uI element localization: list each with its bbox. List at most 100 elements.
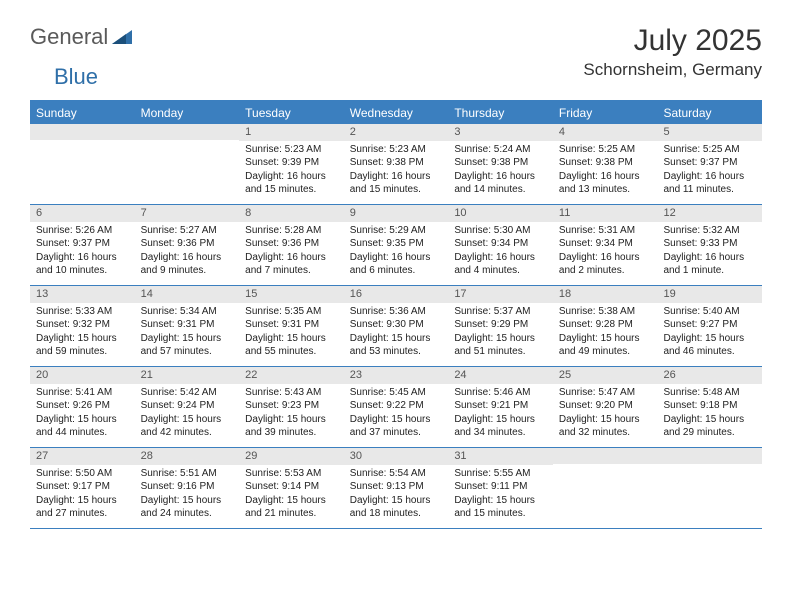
day-number: 30 <box>344 448 449 465</box>
day-number: 24 <box>448 367 553 384</box>
logo-text-blue: Blue <box>54 64 98 90</box>
day-cell: 31Sunrise: 5:55 AMSunset: 9:11 PMDayligh… <box>448 448 553 528</box>
week-row: 6Sunrise: 5:26 AMSunset: 9:37 PMDaylight… <box>30 205 762 286</box>
sunset-text: Sunset: 9:38 PM <box>350 156 443 170</box>
daylight-text: Daylight: 15 hours and 15 minutes. <box>454 494 547 521</box>
day-cell: 30Sunrise: 5:54 AMSunset: 9:13 PMDayligh… <box>344 448 449 528</box>
sunset-text: Sunset: 9:31 PM <box>245 318 338 332</box>
day-number: 2 <box>344 124 449 141</box>
day-number: 29 <box>239 448 344 465</box>
day-cell: 21Sunrise: 5:42 AMSunset: 9:24 PMDayligh… <box>135 367 240 447</box>
day-number: 20 <box>30 367 135 384</box>
day-cell: 29Sunrise: 5:53 AMSunset: 9:14 PMDayligh… <box>239 448 344 528</box>
week-row: 1Sunrise: 5:23 AMSunset: 9:39 PMDaylight… <box>30 124 762 205</box>
day-cell <box>135 124 240 204</box>
day-cell: 17Sunrise: 5:37 AMSunset: 9:29 PMDayligh… <box>448 286 553 366</box>
weekday-header: Friday <box>553 102 658 124</box>
sunrise-text: Sunrise: 5:27 AM <box>141 224 234 238</box>
day-body: Sunrise: 5:47 AMSunset: 9:20 PMDaylight:… <box>553 384 658 444</box>
sunset-text: Sunset: 9:28 PM <box>559 318 652 332</box>
daylight-text: Daylight: 15 hours and 21 minutes. <box>245 494 338 521</box>
day-body: Sunrise: 5:26 AMSunset: 9:37 PMDaylight:… <box>30 222 135 282</box>
daylight-text: Daylight: 16 hours and 6 minutes. <box>350 251 443 278</box>
calendar: SundayMondayTuesdayWednesdayThursdayFrid… <box>30 100 762 529</box>
daylight-text: Daylight: 15 hours and 51 minutes. <box>454 332 547 359</box>
daylight-text: Daylight: 15 hours and 59 minutes. <box>36 332 129 359</box>
daylight-text: Daylight: 16 hours and 4 minutes. <box>454 251 547 278</box>
day-cell: 20Sunrise: 5:41 AMSunset: 9:26 PMDayligh… <box>30 367 135 447</box>
sunset-text: Sunset: 9:18 PM <box>663 399 756 413</box>
sunset-text: Sunset: 9:21 PM <box>454 399 547 413</box>
sunrise-text: Sunrise: 5:32 AM <box>663 224 756 238</box>
day-cell: 25Sunrise: 5:47 AMSunset: 9:20 PMDayligh… <box>553 367 658 447</box>
week-row: 20Sunrise: 5:41 AMSunset: 9:26 PMDayligh… <box>30 367 762 448</box>
weekday-header: Wednesday <box>344 102 449 124</box>
day-number: 5 <box>657 124 762 141</box>
sunset-text: Sunset: 9:38 PM <box>454 156 547 170</box>
daylight-text: Daylight: 15 hours and 55 minutes. <box>245 332 338 359</box>
sunset-text: Sunset: 9:17 PM <box>36 480 129 494</box>
day-body: Sunrise: 5:41 AMSunset: 9:26 PMDaylight:… <box>30 384 135 444</box>
day-body: Sunrise: 5:25 AMSunset: 9:38 PMDaylight:… <box>553 141 658 201</box>
daylight-text: Daylight: 15 hours and 34 minutes. <box>454 413 547 440</box>
day-cell <box>553 448 658 528</box>
day-body: Sunrise: 5:51 AMSunset: 9:16 PMDaylight:… <box>135 465 240 525</box>
daylight-text: Daylight: 16 hours and 13 minutes. <box>559 170 652 197</box>
sunrise-text: Sunrise: 5:55 AM <box>454 467 547 481</box>
day-body: Sunrise: 5:36 AMSunset: 9:30 PMDaylight:… <box>344 303 449 363</box>
week-row: 13Sunrise: 5:33 AMSunset: 9:32 PMDayligh… <box>30 286 762 367</box>
daylight-text: Daylight: 15 hours and 44 minutes. <box>36 413 129 440</box>
daylight-text: Daylight: 16 hours and 15 minutes. <box>350 170 443 197</box>
sunset-text: Sunset: 9:36 PM <box>141 237 234 251</box>
sunrise-text: Sunrise: 5:23 AM <box>245 143 338 157</box>
day-cell: 10Sunrise: 5:30 AMSunset: 9:34 PMDayligh… <box>448 205 553 285</box>
day-number: 1 <box>239 124 344 141</box>
day-number: 3 <box>448 124 553 141</box>
sunrise-text: Sunrise: 5:28 AM <box>245 224 338 238</box>
day-body: Sunrise: 5:23 AMSunset: 9:39 PMDaylight:… <box>239 141 344 201</box>
logo-text-general: General <box>30 24 108 50</box>
sunset-text: Sunset: 9:37 PM <box>663 156 756 170</box>
sunrise-text: Sunrise: 5:25 AM <box>559 143 652 157</box>
day-body: Sunrise: 5:34 AMSunset: 9:31 PMDaylight:… <box>135 303 240 363</box>
location-text: Schornsheim, Germany <box>583 60 762 80</box>
week-row: 27Sunrise: 5:50 AMSunset: 9:17 PMDayligh… <box>30 448 762 529</box>
day-number: 31 <box>448 448 553 465</box>
sunset-text: Sunset: 9:34 PM <box>559 237 652 251</box>
day-body: Sunrise: 5:55 AMSunset: 9:11 PMDaylight:… <box>448 465 553 525</box>
day-number: 16 <box>344 286 449 303</box>
sunrise-text: Sunrise: 5:45 AM <box>350 386 443 400</box>
daylight-text: Daylight: 15 hours and 53 minutes. <box>350 332 443 359</box>
day-body: Sunrise: 5:28 AMSunset: 9:36 PMDaylight:… <box>239 222 344 282</box>
day-number: 8 <box>239 205 344 222</box>
day-body: Sunrise: 5:53 AMSunset: 9:14 PMDaylight:… <box>239 465 344 525</box>
sunrise-text: Sunrise: 5:40 AM <box>663 305 756 319</box>
sunset-text: Sunset: 9:16 PM <box>141 480 234 494</box>
day-body: Sunrise: 5:50 AMSunset: 9:17 PMDaylight:… <box>30 465 135 525</box>
sunrise-text: Sunrise: 5:31 AM <box>559 224 652 238</box>
day-cell: 15Sunrise: 5:35 AMSunset: 9:31 PMDayligh… <box>239 286 344 366</box>
day-body: Sunrise: 5:24 AMSunset: 9:38 PMDaylight:… <box>448 141 553 201</box>
sunrise-text: Sunrise: 5:30 AM <box>454 224 547 238</box>
sunrise-text: Sunrise: 5:47 AM <box>559 386 652 400</box>
sunrise-text: Sunrise: 5:38 AM <box>559 305 652 319</box>
sunset-text: Sunset: 9:11 PM <box>454 480 547 494</box>
day-cell: 5Sunrise: 5:25 AMSunset: 9:37 PMDaylight… <box>657 124 762 204</box>
day-cell: 28Sunrise: 5:51 AMSunset: 9:16 PMDayligh… <box>135 448 240 528</box>
day-cell: 16Sunrise: 5:36 AMSunset: 9:30 PMDayligh… <box>344 286 449 366</box>
day-body: Sunrise: 5:45 AMSunset: 9:22 PMDaylight:… <box>344 384 449 444</box>
weekday-header: Thursday <box>448 102 553 124</box>
daylight-text: Daylight: 16 hours and 14 minutes. <box>454 170 547 197</box>
sunset-text: Sunset: 9:14 PM <box>245 480 338 494</box>
day-cell <box>657 448 762 528</box>
daylight-text: Daylight: 15 hours and 42 minutes. <box>141 413 234 440</box>
sunset-text: Sunset: 9:13 PM <box>350 480 443 494</box>
day-number: 27 <box>30 448 135 465</box>
daylight-text: Daylight: 15 hours and 27 minutes. <box>36 494 129 521</box>
day-number: 7 <box>135 205 240 222</box>
day-cell: 12Sunrise: 5:32 AMSunset: 9:33 PMDayligh… <box>657 205 762 285</box>
sunset-text: Sunset: 9:20 PM <box>559 399 652 413</box>
day-number: 4 <box>553 124 658 141</box>
sunset-text: Sunset: 9:36 PM <box>245 237 338 251</box>
sunrise-text: Sunrise: 5:26 AM <box>36 224 129 238</box>
